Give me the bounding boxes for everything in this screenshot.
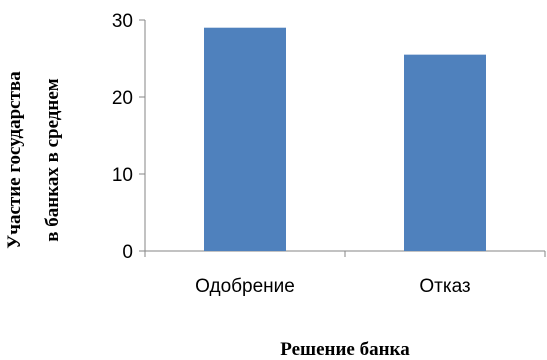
tick-labels: 0 10 20 30 Одобрение Отказ — [112, 11, 471, 297]
bar-2 — [404, 54, 486, 252]
y-tick-label: 30 — [112, 11, 133, 32]
y-tick-label: 0 — [122, 242, 133, 263]
y-axis-title: Участие государства в банках в среднем — [4, 71, 63, 249]
bars — [204, 27, 486, 252]
x-axis-title: Решение банка — [280, 339, 410, 360]
y-tick-label: 20 — [112, 88, 133, 109]
x-tick-label: Одобрение — [195, 276, 295, 297]
y-axis-title-line-2: в банках в среднем — [42, 78, 63, 242]
y-tick-label: 10 — [112, 165, 133, 186]
x-tick-label: Отказ — [419, 276, 470, 297]
y-axis-title-line-1: Участие государства — [4, 71, 25, 249]
bar-1 — [204, 27, 286, 252]
